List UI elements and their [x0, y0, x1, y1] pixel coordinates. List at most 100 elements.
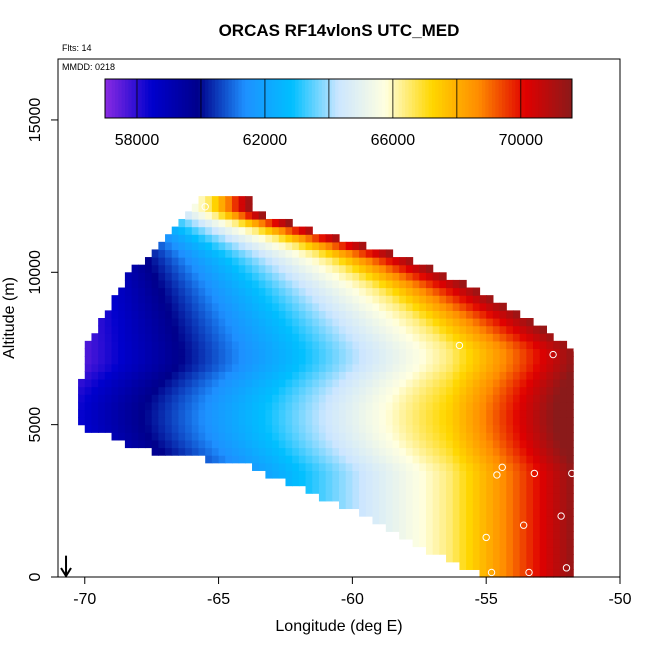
heatmap-cell — [405, 333, 414, 342]
heatmap-cell — [425, 394, 434, 403]
heatmap-cell — [225, 302, 233, 311]
heatmap-cell — [298, 302, 307, 311]
heatmap-cell — [138, 378, 146, 388]
heatmap-cell — [205, 234, 213, 243]
heatmap-cell — [124, 409, 133, 418]
heatmap-cell — [392, 447, 400, 456]
heatmap-cell — [479, 508, 487, 517]
heatmap-cell — [265, 325, 273, 334]
heatmap-cell — [472, 561, 481, 570]
heatmap-cell — [479, 394, 487, 403]
heatmap-cell — [372, 432, 380, 441]
heatmap-cell — [345, 340, 353, 350]
heatmap-cell — [499, 310, 507, 319]
heatmap-cell — [379, 508, 387, 517]
heatmap-cell — [506, 516, 514, 525]
heatmap-cell — [486, 432, 494, 441]
heatmap-cell — [365, 295, 374, 304]
heatmap-cell — [278, 432, 287, 441]
heatmap-cell — [499, 356, 507, 365]
heatmap-cell — [419, 508, 427, 517]
heatmap-cell — [432, 287, 440, 296]
heatmap-cell — [479, 363, 487, 372]
heatmap-cell — [238, 333, 246, 342]
heatmap-cell — [158, 325, 166, 334]
heatmap-cell — [432, 531, 440, 540]
heatmap-cell — [252, 264, 260, 273]
heatmap-cell — [352, 455, 360, 464]
heatmap-cell — [258, 439, 266, 449]
heatmap-cell — [392, 417, 400, 426]
heatmap-cell — [392, 516, 400, 525]
heatmap-cell — [144, 348, 153, 357]
heatmap-cell — [298, 257, 307, 266]
heatmap-cell — [459, 302, 467, 311]
heatmap-cell — [365, 378, 374, 388]
heatmap-cell — [439, 325, 447, 334]
heatmap-cell — [211, 401, 220, 411]
heatmap-cell — [359, 401, 367, 411]
heatmap-cell — [479, 386, 487, 395]
heatmap-cell — [439, 538, 447, 548]
heatmap-cell — [425, 455, 434, 464]
heatmap-cell — [352, 417, 360, 426]
heatmap-cell — [339, 241, 347, 251]
heatmap-cell — [533, 333, 541, 342]
heatmap-cell — [352, 493, 360, 502]
heatmap-cell — [425, 401, 434, 411]
heatmap-cell — [533, 401, 541, 411]
heatmap-cell — [265, 432, 273, 441]
heatmap-cell — [258, 348, 266, 357]
heatmap-cell — [278, 264, 287, 273]
heatmap-cell — [278, 386, 287, 395]
heatmap-cell — [439, 432, 447, 441]
heatmap-cell — [479, 455, 487, 464]
heatmap-cell — [258, 272, 266, 281]
heatmap-cell — [272, 272, 280, 281]
heatmap-cell — [459, 439, 467, 449]
heatmap-cell — [506, 462, 514, 471]
heatmap-cell — [499, 363, 507, 372]
heatmap-cell — [258, 249, 266, 258]
heatmap-cell — [131, 371, 139, 380]
colorbar-segment — [568, 79, 573, 118]
heatmap-cell — [506, 470, 514, 479]
heatmap-cell — [452, 363, 461, 372]
heatmap-cell — [144, 264, 153, 273]
heatmap-cell — [499, 318, 507, 327]
heatmap-cell — [486, 569, 494, 578]
heatmap-cell — [151, 279, 159, 289]
heatmap-cell — [124, 318, 133, 327]
heatmap-cell — [325, 348, 333, 357]
heatmap-cell — [171, 394, 180, 403]
heatmap-cell — [252, 371, 260, 380]
heatmap-cell — [258, 462, 266, 471]
heatmap-cell — [225, 279, 233, 289]
heatmap-cell — [412, 378, 420, 388]
heatmap-cell — [158, 318, 166, 327]
heatmap-cell — [104, 424, 113, 433]
heatmap-cell — [533, 371, 541, 380]
heatmap-cell — [292, 394, 300, 403]
heatmap-cell — [312, 249, 320, 258]
heatmap-cell — [318, 325, 327, 334]
heatmap-cell — [185, 257, 193, 266]
colorbar-segment — [431, 79, 436, 118]
heatmap-cell — [412, 287, 420, 296]
heatmap-cell — [312, 417, 320, 426]
heatmap-cell — [138, 439, 146, 449]
heatmap-cell — [566, 477, 574, 487]
heatmap-cell — [566, 386, 574, 395]
heatmap-cell — [118, 371, 126, 380]
heatmap-cell — [211, 295, 220, 304]
heatmap-cell — [372, 264, 380, 273]
heatmap-cell — [165, 439, 173, 449]
heatmap-cell — [198, 257, 206, 266]
heatmap-cell — [305, 432, 313, 441]
heatmap-cell — [472, 340, 481, 350]
heatmap-cell — [318, 401, 327, 411]
heatmap-cell — [144, 302, 153, 311]
heatmap-cell — [205, 363, 213, 372]
heatmap-cell — [78, 401, 86, 411]
heatmap-cell — [559, 569, 568, 578]
